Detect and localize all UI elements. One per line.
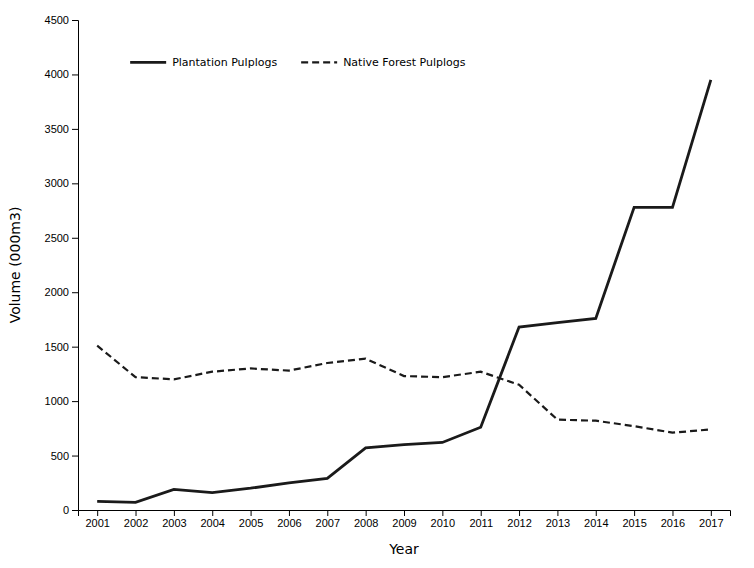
x-tick: 2010 <box>431 510 455 529</box>
x-tick: 2006 <box>277 510 301 529</box>
legend-label: Plantation Pulplogs <box>172 56 277 69</box>
y-tick-mark <box>72 510 78 511</box>
x-tick-mark <box>519 510 520 516</box>
y-tick: 0 <box>63 504 78 516</box>
x-tick-label: 2014 <box>584 517 608 529</box>
y-tick-label: 4500 <box>45 14 69 26</box>
x-tick: 2008 <box>354 510 378 529</box>
x-tick: 2014 <box>584 510 608 529</box>
x-axis-line <box>79 511 731 517</box>
x-tick-mark <box>596 510 597 516</box>
x-axis-title: Year <box>388 541 419 557</box>
x-tick-mark <box>327 510 328 516</box>
y-tick-label: 3500 <box>45 123 69 135</box>
x-tick-label: 2017 <box>699 517 723 529</box>
x-tick-label: 2015 <box>622 517 646 529</box>
y-axis: 0 500 1000 1500 2000 2500 3000 3500 4000 4500 <box>45 14 79 516</box>
legend-item: Plantation Pulplogs <box>130 56 277 69</box>
x-tick-label: 2013 <box>546 517 570 529</box>
x-tick-label: 2003 <box>162 517 186 529</box>
x-tick: 2004 <box>200 510 224 529</box>
x-tick-label: 2012 <box>507 517 531 529</box>
x-tick: 2007 <box>316 510 340 529</box>
x-tick: 2012 <box>507 510 531 529</box>
x-tick-mark <box>251 510 252 516</box>
y-tick: 1000 <box>45 395 78 407</box>
y-axis-title: Volume (000m3) <box>7 207 23 324</box>
x-tick-mark <box>481 510 482 516</box>
y-tick-label: 3000 <box>45 177 69 189</box>
x-tick-mark <box>366 510 367 516</box>
x-tick-mark <box>212 510 213 516</box>
y-tick: 1500 <box>45 341 78 353</box>
x-tick: 2011 <box>469 510 493 529</box>
legend-swatch <box>130 61 166 64</box>
y-tick: 3000 <box>45 177 78 189</box>
x-tick-label: 2004 <box>200 517 224 529</box>
x-tick-label: 2010 <box>431 517 455 529</box>
y-tick: 500 <box>51 450 78 462</box>
x-tick: 2015 <box>622 510 646 529</box>
chart: 2001 2002 2003 2004 2005 2006 2007 2008 2009 2010… <box>0 0 754 568</box>
legend-swatch <box>301 61 337 63</box>
y-tick-mark <box>72 456 78 457</box>
y-tick: 3500 <box>45 123 78 135</box>
x-tick-mark <box>557 510 558 516</box>
y-tick-mark <box>72 183 78 184</box>
series-line <box>97 80 711 502</box>
x-tick-label: 2005 <box>239 517 263 529</box>
y-tick-mark <box>72 401 78 402</box>
x-tick: 2016 <box>661 510 685 529</box>
y-tick-mark <box>72 238 78 239</box>
x-tick-mark <box>711 510 712 516</box>
x-tick-mark <box>672 510 673 516</box>
x-tick: 2017 <box>699 510 723 529</box>
plot: 2001 2002 2003 2004 2005 2006 2007 2008 2009 2010… <box>45 14 731 529</box>
x-tick-mark <box>174 510 175 516</box>
y-tick: 2000 <box>45 286 78 298</box>
y-tick-mark <box>72 74 78 75</box>
x-tick-label: 2007 <box>316 517 340 529</box>
y-tick-mark <box>72 129 78 130</box>
x-tick-mark <box>97 510 98 516</box>
y-tick: 4000 <box>45 68 78 80</box>
y-tick: 2500 <box>45 232 78 244</box>
y-tick-label: 1000 <box>45 395 69 407</box>
x-tick: 2005 <box>239 510 263 529</box>
y-axis-line <box>72 21 79 511</box>
x-tick-mark <box>442 510 443 516</box>
lines <box>97 80 711 502</box>
x-tick-label: 2008 <box>354 517 378 529</box>
x-tick: 2013 <box>546 510 570 529</box>
x-tick: 2009 <box>392 510 416 529</box>
x-tick: 2001 <box>85 510 109 529</box>
x-tick-mark <box>136 510 137 516</box>
x-tick-label: 2001 <box>85 517 109 529</box>
x-tick-label: 2011 <box>469 517 493 529</box>
x-tick-mark <box>634 510 635 516</box>
series-line <box>97 346 711 433</box>
x-tick-label: 2016 <box>661 517 685 529</box>
x-axis: 2001 2002 2003 2004 2005 2006 2007 2008 2009 2010… <box>79 510 731 529</box>
x-tick: 2003 <box>162 510 186 529</box>
y-tick-mark <box>72 20 78 21</box>
y-tick-label: 2500 <box>45 232 69 244</box>
legend-item: Native Forest Pulplogs <box>301 56 466 69</box>
y-tick-mark <box>72 347 78 348</box>
y-tick-mark <box>72 292 78 293</box>
y-tick-label: 0 <box>63 504 69 516</box>
x-tick-mark <box>404 510 405 516</box>
y-tick-label: 2000 <box>45 286 69 298</box>
y-tick-label: 4000 <box>45 68 69 80</box>
x-tick: 2002 <box>124 510 148 529</box>
legend-label: Native Forest Pulplogs <box>343 56 466 69</box>
y-tick-label: 1500 <box>45 341 69 353</box>
x-tick-label: 2006 <box>277 517 301 529</box>
x-tick-mark <box>289 510 290 516</box>
legend: Plantation Pulplogs Native Forest Pulplog… <box>130 56 466 69</box>
x-tick-label: 2002 <box>124 517 148 529</box>
y-tick: 4500 <box>45 14 78 26</box>
y-tick-label: 500 <box>51 450 69 462</box>
x-tick-label: 2009 <box>392 517 416 529</box>
